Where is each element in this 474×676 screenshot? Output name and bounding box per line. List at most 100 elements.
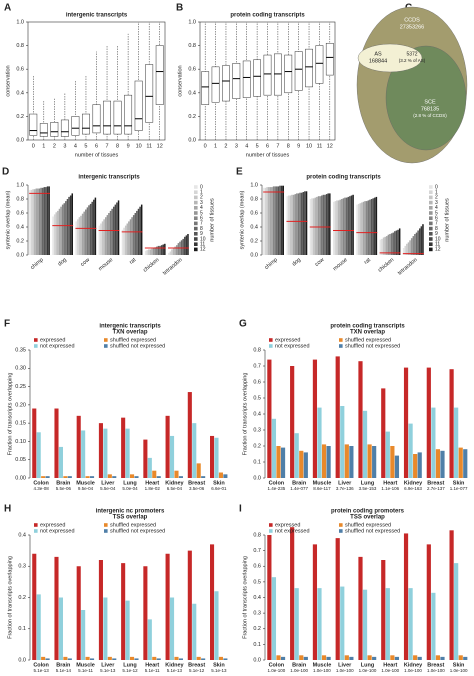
x-tick-label: Lung bbox=[361, 662, 374, 668]
bar bbox=[63, 203, 65, 255]
y-tick-label: 0.6 bbox=[16, 67, 24, 73]
bar bbox=[103, 219, 105, 255]
bar bbox=[369, 199, 371, 255]
x-tick-label: mouse bbox=[332, 257, 349, 272]
bar bbox=[337, 200, 340, 255]
bar bbox=[374, 197, 376, 255]
intersection-share: (3.2 % of AS) bbox=[399, 58, 426, 63]
bar bbox=[90, 658, 95, 660]
bar bbox=[300, 192, 303, 255]
set-size: 27353266 bbox=[400, 24, 424, 30]
legend-swatch bbox=[429, 200, 433, 205]
bar bbox=[397, 229, 399, 255]
bar bbox=[362, 201, 365, 255]
bar bbox=[40, 187, 42, 255]
bar bbox=[98, 423, 103, 478]
legend-swatch bbox=[429, 216, 433, 220]
legend-label: not expressed bbox=[40, 343, 75, 349]
y-axis-label: Fraction of transcripts overlapping bbox=[7, 373, 13, 456]
bar bbox=[52, 216, 54, 255]
bar bbox=[165, 415, 170, 478]
bar bbox=[403, 533, 409, 660]
bar bbox=[174, 470, 179, 478]
bar bbox=[148, 249, 150, 255]
set-name: SCE bbox=[424, 99, 436, 105]
p-value-label: 1.4e-235 bbox=[268, 486, 286, 491]
y-tick-label: 0.3 bbox=[18, 564, 26, 570]
legend-label: 4 bbox=[435, 205, 438, 211]
bar bbox=[294, 433, 299, 478]
y-tick-label: 0.8 bbox=[188, 43, 196, 49]
x-tick-label: Breast bbox=[427, 480, 444, 486]
legend-swatch bbox=[104, 523, 108, 527]
y-tick-label: 1.0 bbox=[16, 182, 24, 188]
bar bbox=[192, 423, 197, 478]
bar bbox=[58, 446, 63, 478]
legend-swatch bbox=[429, 211, 433, 215]
bar bbox=[107, 656, 112, 660]
bar bbox=[81, 430, 86, 478]
bar bbox=[449, 369, 454, 478]
x-tick-label: Kidney bbox=[165, 480, 184, 486]
x-tick-label: dog bbox=[291, 257, 302, 268]
bar bbox=[66, 199, 69, 255]
bar bbox=[413, 655, 418, 660]
y-tick-label: 0.5 bbox=[253, 395, 261, 401]
bar bbox=[143, 439, 148, 478]
bar bbox=[312, 544, 318, 660]
box bbox=[305, 48, 313, 88]
bar bbox=[187, 550, 192, 660]
legend-label: shuffled not expressed bbox=[345, 343, 400, 349]
y-tick-label: 1.0 bbox=[16, 19, 24, 25]
set-name: CCDS bbox=[404, 17, 420, 23]
p-value-label: 5.1e-13 bbox=[211, 668, 227, 673]
legend-swatch bbox=[429, 232, 433, 236]
bar bbox=[321, 655, 327, 660]
bar bbox=[334, 201, 337, 255]
legend-swatch bbox=[194, 211, 198, 215]
y-tick-label: 0.05 bbox=[15, 457, 26, 463]
p-value-label: 5.5e-06 bbox=[56, 486, 72, 491]
bar bbox=[367, 200, 370, 255]
legend-swatch bbox=[194, 195, 198, 200]
box bbox=[50, 122, 59, 137]
bar bbox=[385, 431, 390, 478]
bar bbox=[187, 392, 192, 478]
bar bbox=[45, 658, 50, 660]
bar bbox=[172, 248, 175, 255]
x-tick-label: tetraodon bbox=[397, 257, 419, 277]
box bbox=[274, 53, 282, 96]
p-value-label: 1.0e-100 bbox=[381, 668, 399, 673]
bar bbox=[398, 228, 401, 255]
bar bbox=[341, 199, 343, 255]
x-tick-label: Brain bbox=[56, 480, 71, 486]
legend-swatch bbox=[429, 247, 433, 252]
bar bbox=[131, 217, 133, 255]
bar bbox=[322, 194, 325, 255]
bar bbox=[178, 476, 183, 478]
chart-title: protein coding transcripts bbox=[330, 324, 405, 330]
bar bbox=[121, 417, 126, 478]
bar bbox=[302, 192, 305, 255]
bar bbox=[32, 408, 37, 478]
x-tick-label: Heart bbox=[145, 480, 159, 486]
bar bbox=[458, 655, 463, 660]
bar bbox=[85, 656, 90, 660]
box bbox=[211, 66, 220, 103]
bar bbox=[41, 656, 46, 660]
bar bbox=[282, 185, 284, 255]
legend-label: not expressed bbox=[275, 528, 310, 534]
legend-swatch bbox=[194, 226, 198, 231]
bar bbox=[362, 589, 368, 660]
box bbox=[39, 123, 48, 137]
bar bbox=[129, 219, 132, 255]
bar bbox=[152, 470, 157, 478]
y-tick-label: 0.35 bbox=[15, 347, 26, 353]
chart-title: protein coding transcripts bbox=[230, 13, 305, 19]
legend-label: 0 bbox=[200, 184, 203, 190]
box bbox=[325, 42, 334, 76]
x-tick-label: 9 bbox=[297, 143, 300, 149]
bar bbox=[280, 185, 283, 255]
bar bbox=[274, 186, 276, 255]
bar bbox=[364, 201, 366, 255]
